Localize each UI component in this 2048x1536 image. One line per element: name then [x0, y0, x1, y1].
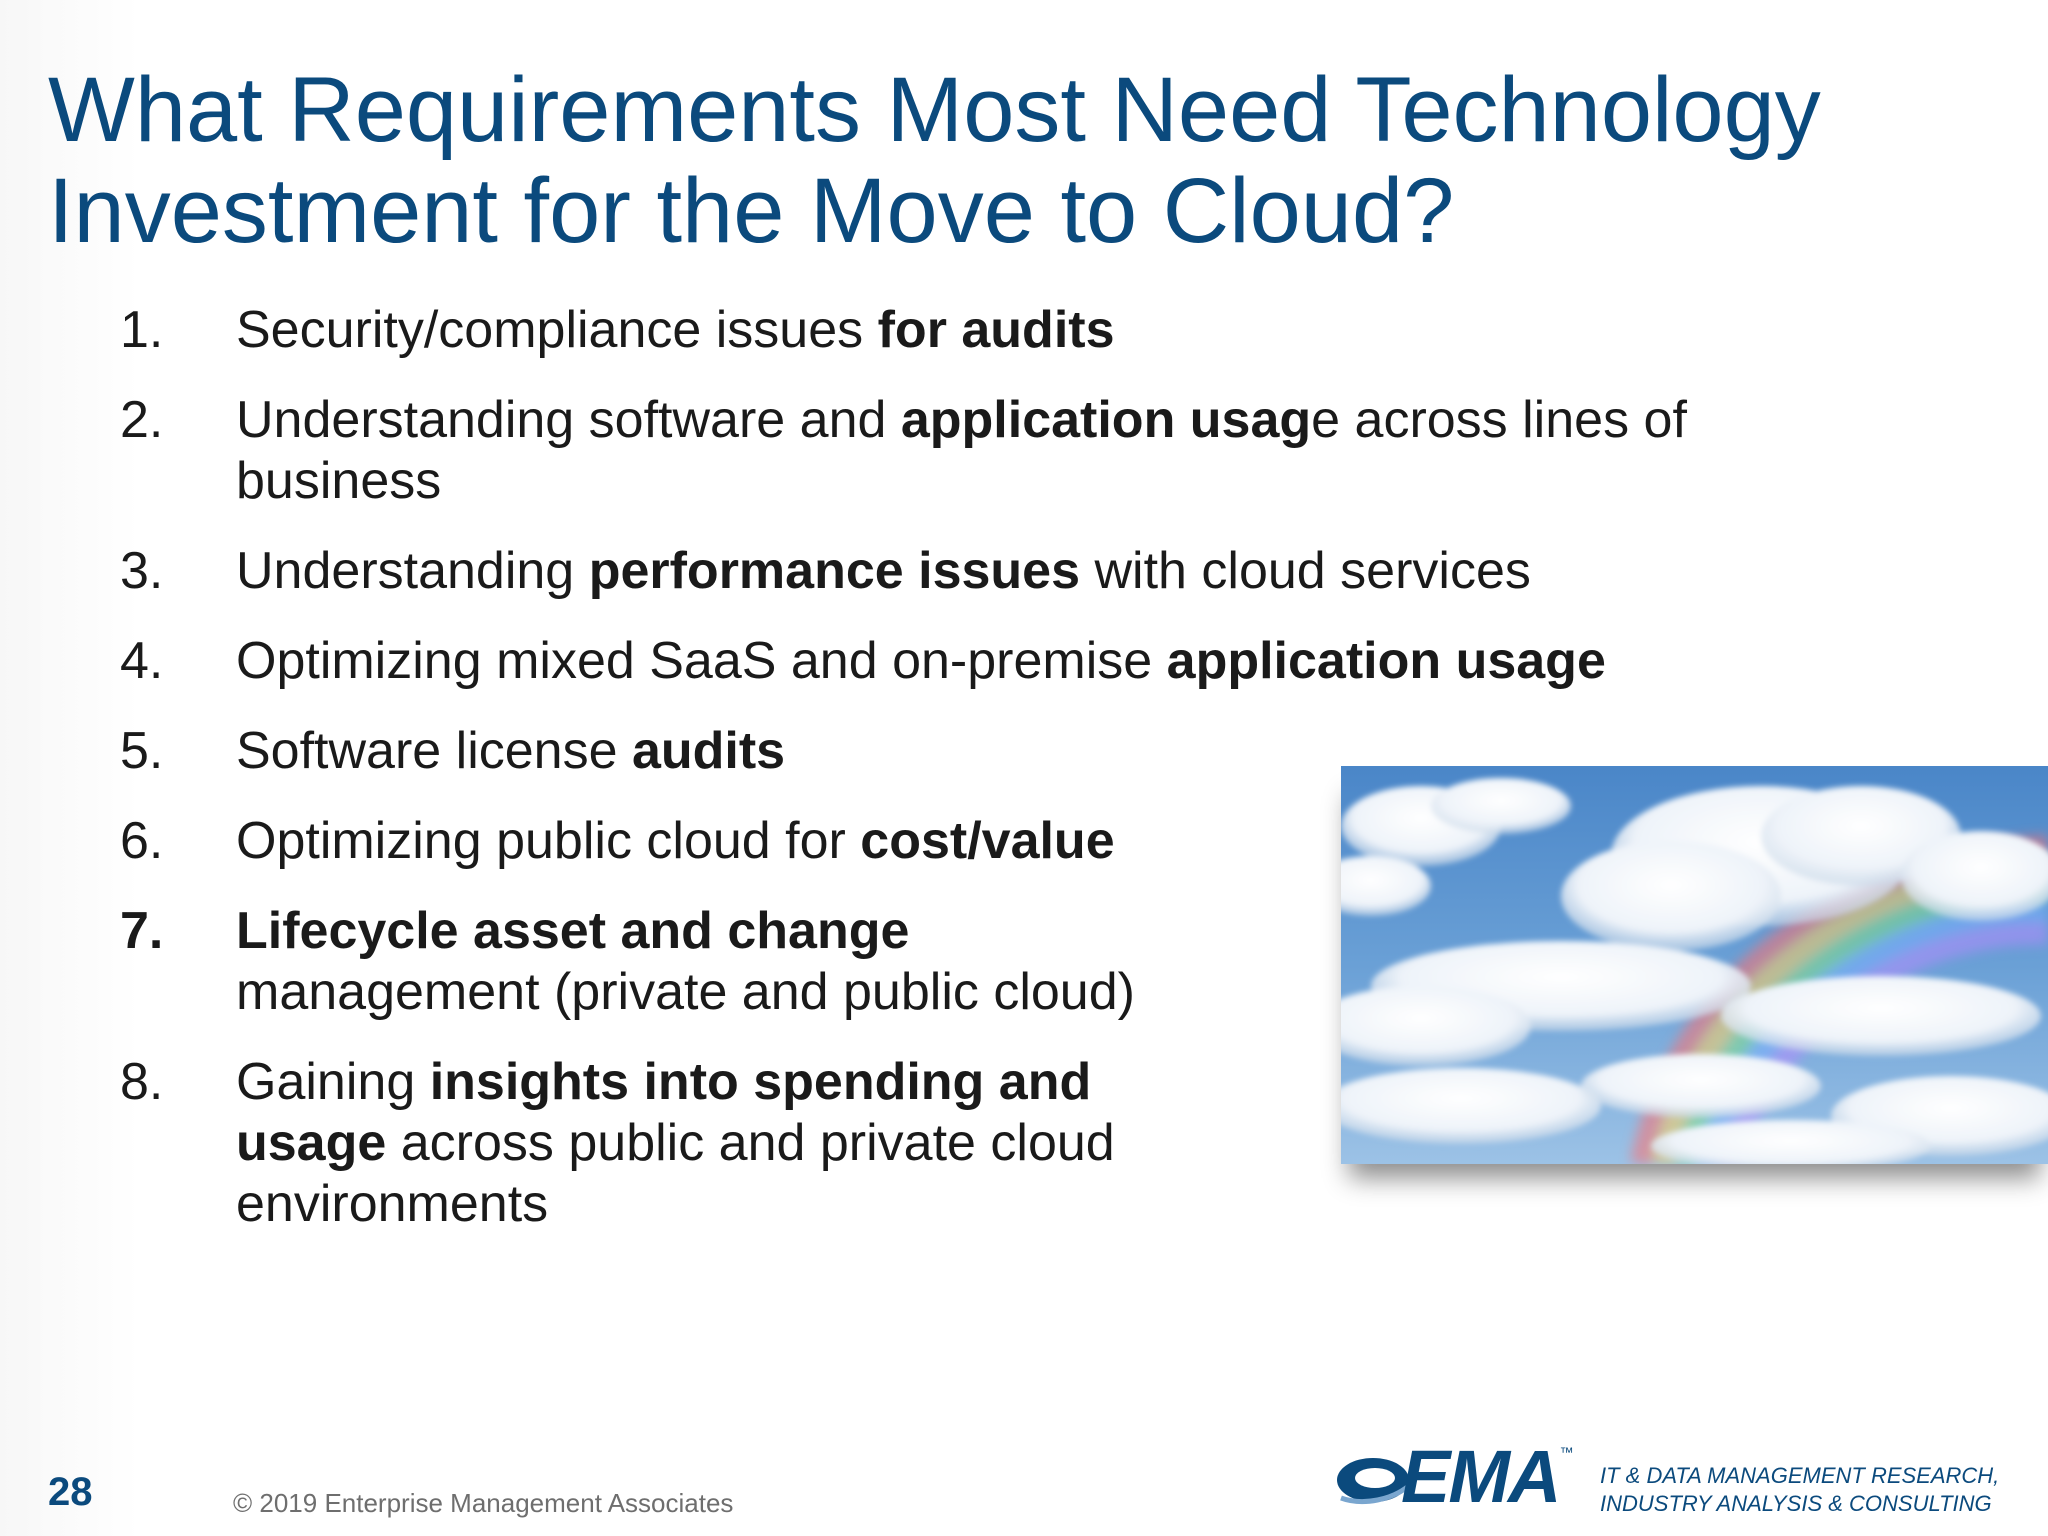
emphasis-text: application usag [900, 391, 1312, 449]
cloud-rainbow-photo [1341, 766, 2048, 1164]
ema-tagline: IT & DATA MANAGEMENT RESEARCH, INDUSTRY … [1600, 1462, 1999, 1518]
list-item-text: Optimizing mixed SaaS and on-premise app… [236, 631, 1606, 692]
body-text: Security/compliance issues [236, 301, 878, 359]
page-number: 28 [48, 1470, 93, 1514]
body-text: management (private and public cloud) [236, 963, 1135, 1021]
list-item-number: 8. [120, 1053, 164, 1111]
list-item-number: 3. [120, 542, 164, 600]
list-item-text: Understanding performance issues with cl… [236, 541, 1531, 602]
body-text: Understanding [236, 542, 589, 600]
trademark-symbol: ™ [1559, 1444, 1573, 1460]
list-item-text: Lifecycle asset and change management (pr… [236, 901, 1135, 1023]
body-text: Optimizing mixed SaaS and on-premise [236, 632, 1167, 690]
list-item-number: 1. [120, 301, 164, 359]
list-item-text: Software license audits [236, 721, 785, 782]
body-text: Gaining [236, 1053, 430, 1111]
emphasis-text: performance issues [588, 542, 1081, 600]
list-item-number: 7. [120, 902, 164, 960]
body-text: business [236, 452, 442, 510]
list-item-text: Security/compliance issues for audits [236, 300, 1115, 361]
emphasis-text: application usage [1166, 632, 1606, 690]
body-text: Understanding software and [236, 391, 901, 449]
list-item-number: 6. [120, 812, 164, 870]
emphasis-text: Lifecycle asset and change [236, 902, 910, 960]
body-text: Optimizing public cloud for [236, 812, 861, 870]
copyright-notice: © 2019 Enterprise Management Associates [233, 1488, 734, 1518]
slide-title: What Requirements Most Need Technology I… [48, 60, 1948, 262]
ema-swoosh-icon [1337, 1458, 1413, 1504]
body-text: with cloud services [1080, 542, 1531, 600]
slide-title-line-1: What Requirements Most Need Technology [48, 59, 1821, 161]
ema-logo-text: EMA™ [1401, 1435, 1573, 1518]
list-item-number: 5. [120, 722, 164, 780]
list-item-text: Optimizing public cloud for cost/value [236, 811, 1115, 872]
list-item-number: 2. [120, 391, 164, 449]
list-item-text: Understanding software and application u… [236, 390, 1687, 512]
emphasis-text: for audits [877, 301, 1115, 359]
cloud-rainbow-image [1341, 766, 2048, 1164]
tagline-line-2: INDUSTRY ANALYSIS & CONSULTING [1600, 1491, 1992, 1516]
list-item-number: 4. [120, 632, 164, 690]
emphasis-text: usage [236, 1114, 387, 1172]
body-text: environments [236, 1175, 549, 1233]
emphasis-text: cost/value [860, 812, 1115, 870]
body-text: across public and private cloud [386, 1114, 1115, 1172]
ema-logo: EMA™ [1333, 1435, 1573, 1520]
emphasis-text: audits [631, 722, 786, 780]
body-text: e across lines of [1311, 391, 1687, 449]
body-text: Software license [236, 722, 632, 780]
tagline-line-1: IT & DATA MANAGEMENT RESEARCH, [1600, 1463, 2000, 1488]
list-item-text: Gaining insights into spending and usage … [236, 1052, 1115, 1235]
slide-title-line-2: Investment for the Move to Cloud? [48, 160, 1455, 262]
emphasis-text: insights into spending and [429, 1053, 1092, 1111]
